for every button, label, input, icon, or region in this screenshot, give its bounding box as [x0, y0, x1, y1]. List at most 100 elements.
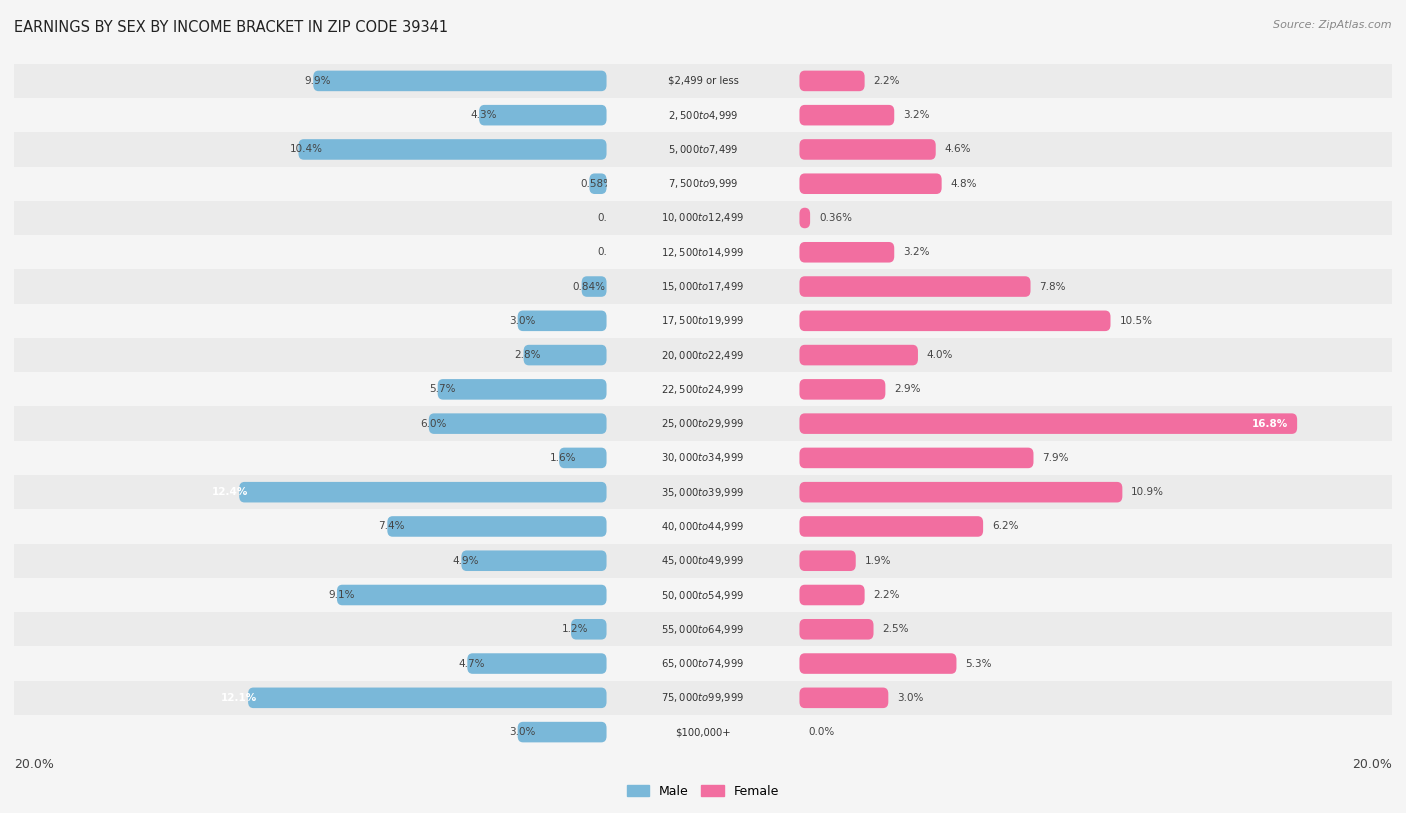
Text: $17,500 to $19,999: $17,500 to $19,999	[661, 315, 745, 328]
Bar	[14, 98, 606, 133]
Text: 2.2%: 2.2%	[873, 590, 900, 600]
Text: 20.0%: 20.0%	[14, 758, 53, 771]
Text: 1.2%: 1.2%	[562, 624, 589, 634]
Bar	[800, 235, 1392, 269]
Bar	[606, 338, 800, 372]
Text: 2.2%: 2.2%	[873, 76, 900, 86]
Text: $75,000 to $99,999: $75,000 to $99,999	[661, 691, 745, 704]
FancyBboxPatch shape	[298, 139, 606, 159]
Text: 3.0%: 3.0%	[897, 693, 924, 702]
Bar	[800, 338, 1392, 372]
Bar	[14, 646, 606, 680]
FancyBboxPatch shape	[800, 207, 810, 228]
Bar	[800, 269, 1392, 304]
Bar	[800, 578, 1392, 612]
FancyBboxPatch shape	[387, 516, 606, 537]
Text: $10,000 to $12,499: $10,000 to $12,499	[661, 211, 745, 224]
FancyBboxPatch shape	[800, 345, 918, 365]
Text: $5,000 to $7,499: $5,000 to $7,499	[668, 143, 738, 156]
Bar	[606, 646, 800, 680]
Bar	[800, 646, 1392, 680]
Bar	[800, 63, 1392, 98]
Bar	[606, 680, 800, 715]
Text: 7.8%: 7.8%	[1039, 281, 1066, 292]
Text: 4.3%: 4.3%	[470, 111, 496, 120]
Text: $12,500 to $14,999: $12,500 to $14,999	[661, 246, 745, 259]
Bar	[606, 235, 800, 269]
Bar	[606, 167, 800, 201]
Bar	[606, 98, 800, 133]
FancyBboxPatch shape	[479, 105, 606, 125]
FancyBboxPatch shape	[467, 654, 606, 674]
FancyBboxPatch shape	[800, 448, 1033, 468]
Text: $35,000 to $39,999: $35,000 to $39,999	[661, 485, 745, 498]
Text: 4.8%: 4.8%	[950, 179, 977, 189]
FancyBboxPatch shape	[437, 379, 606, 400]
Text: 0.36%: 0.36%	[820, 213, 852, 223]
Text: 4.7%: 4.7%	[458, 659, 485, 668]
FancyBboxPatch shape	[800, 71, 865, 91]
Text: 16.8%: 16.8%	[1251, 419, 1288, 428]
Text: 6.2%: 6.2%	[993, 521, 1018, 532]
FancyBboxPatch shape	[314, 71, 606, 91]
Bar	[800, 680, 1392, 715]
FancyBboxPatch shape	[800, 379, 886, 400]
FancyBboxPatch shape	[800, 619, 873, 640]
Text: 0.0%: 0.0%	[598, 247, 624, 257]
Text: $20,000 to $22,499: $20,000 to $22,499	[661, 349, 745, 362]
Bar	[14, 372, 606, 406]
Bar	[14, 509, 606, 544]
Text: 3.2%: 3.2%	[903, 247, 929, 257]
Text: $40,000 to $44,999: $40,000 to $44,999	[661, 520, 745, 533]
Text: 3.0%: 3.0%	[509, 315, 536, 326]
Bar	[14, 578, 606, 612]
Text: $50,000 to $54,999: $50,000 to $54,999	[661, 589, 745, 602]
FancyBboxPatch shape	[800, 311, 1111, 331]
Text: 0.84%: 0.84%	[572, 281, 606, 292]
Text: 9.1%: 9.1%	[328, 590, 354, 600]
Bar	[800, 304, 1392, 338]
Text: $7,500 to $9,999: $7,500 to $9,999	[668, 177, 738, 190]
Text: $65,000 to $74,999: $65,000 to $74,999	[661, 657, 745, 670]
Text: 3.0%: 3.0%	[509, 727, 536, 737]
Bar	[14, 201, 606, 235]
Text: 0.58%: 0.58%	[581, 179, 613, 189]
FancyBboxPatch shape	[800, 482, 1122, 502]
Text: EARNINGS BY SEX BY INCOME BRACKET IN ZIP CODE 39341: EARNINGS BY SEX BY INCOME BRACKET IN ZIP…	[14, 20, 449, 35]
Bar	[606, 578, 800, 612]
Text: 7.9%: 7.9%	[1042, 453, 1069, 463]
Text: $30,000 to $34,999: $30,000 to $34,999	[661, 451, 745, 464]
Bar	[606, 544, 800, 578]
FancyBboxPatch shape	[800, 105, 894, 125]
Text: $2,500 to $4,999: $2,500 to $4,999	[668, 109, 738, 122]
Text: 6.0%: 6.0%	[420, 419, 446, 428]
Bar	[800, 133, 1392, 167]
FancyBboxPatch shape	[517, 722, 606, 742]
Text: 10.4%: 10.4%	[290, 145, 322, 154]
Bar	[606, 509, 800, 544]
Bar	[14, 63, 606, 98]
Text: 20.0%: 20.0%	[1353, 758, 1392, 771]
Text: 10.9%: 10.9%	[1132, 487, 1164, 498]
Legend: Male, Female: Male, Female	[621, 780, 785, 802]
Text: 4.6%: 4.6%	[945, 145, 972, 154]
Bar	[606, 269, 800, 304]
Bar	[14, 441, 606, 475]
FancyBboxPatch shape	[560, 448, 606, 468]
Bar	[14, 133, 606, 167]
FancyBboxPatch shape	[247, 688, 606, 708]
Bar	[14, 269, 606, 304]
FancyBboxPatch shape	[800, 654, 956, 674]
FancyBboxPatch shape	[239, 482, 606, 502]
Bar	[606, 612, 800, 646]
Bar	[800, 544, 1392, 578]
Text: $2,499 or less: $2,499 or less	[668, 76, 738, 86]
FancyBboxPatch shape	[523, 345, 606, 365]
Bar	[606, 475, 800, 509]
Text: $22,500 to $24,999: $22,500 to $24,999	[661, 383, 745, 396]
Bar	[800, 475, 1392, 509]
Text: Source: ZipAtlas.com: Source: ZipAtlas.com	[1274, 20, 1392, 30]
Bar	[14, 167, 606, 201]
FancyBboxPatch shape	[517, 311, 606, 331]
Bar	[606, 201, 800, 235]
